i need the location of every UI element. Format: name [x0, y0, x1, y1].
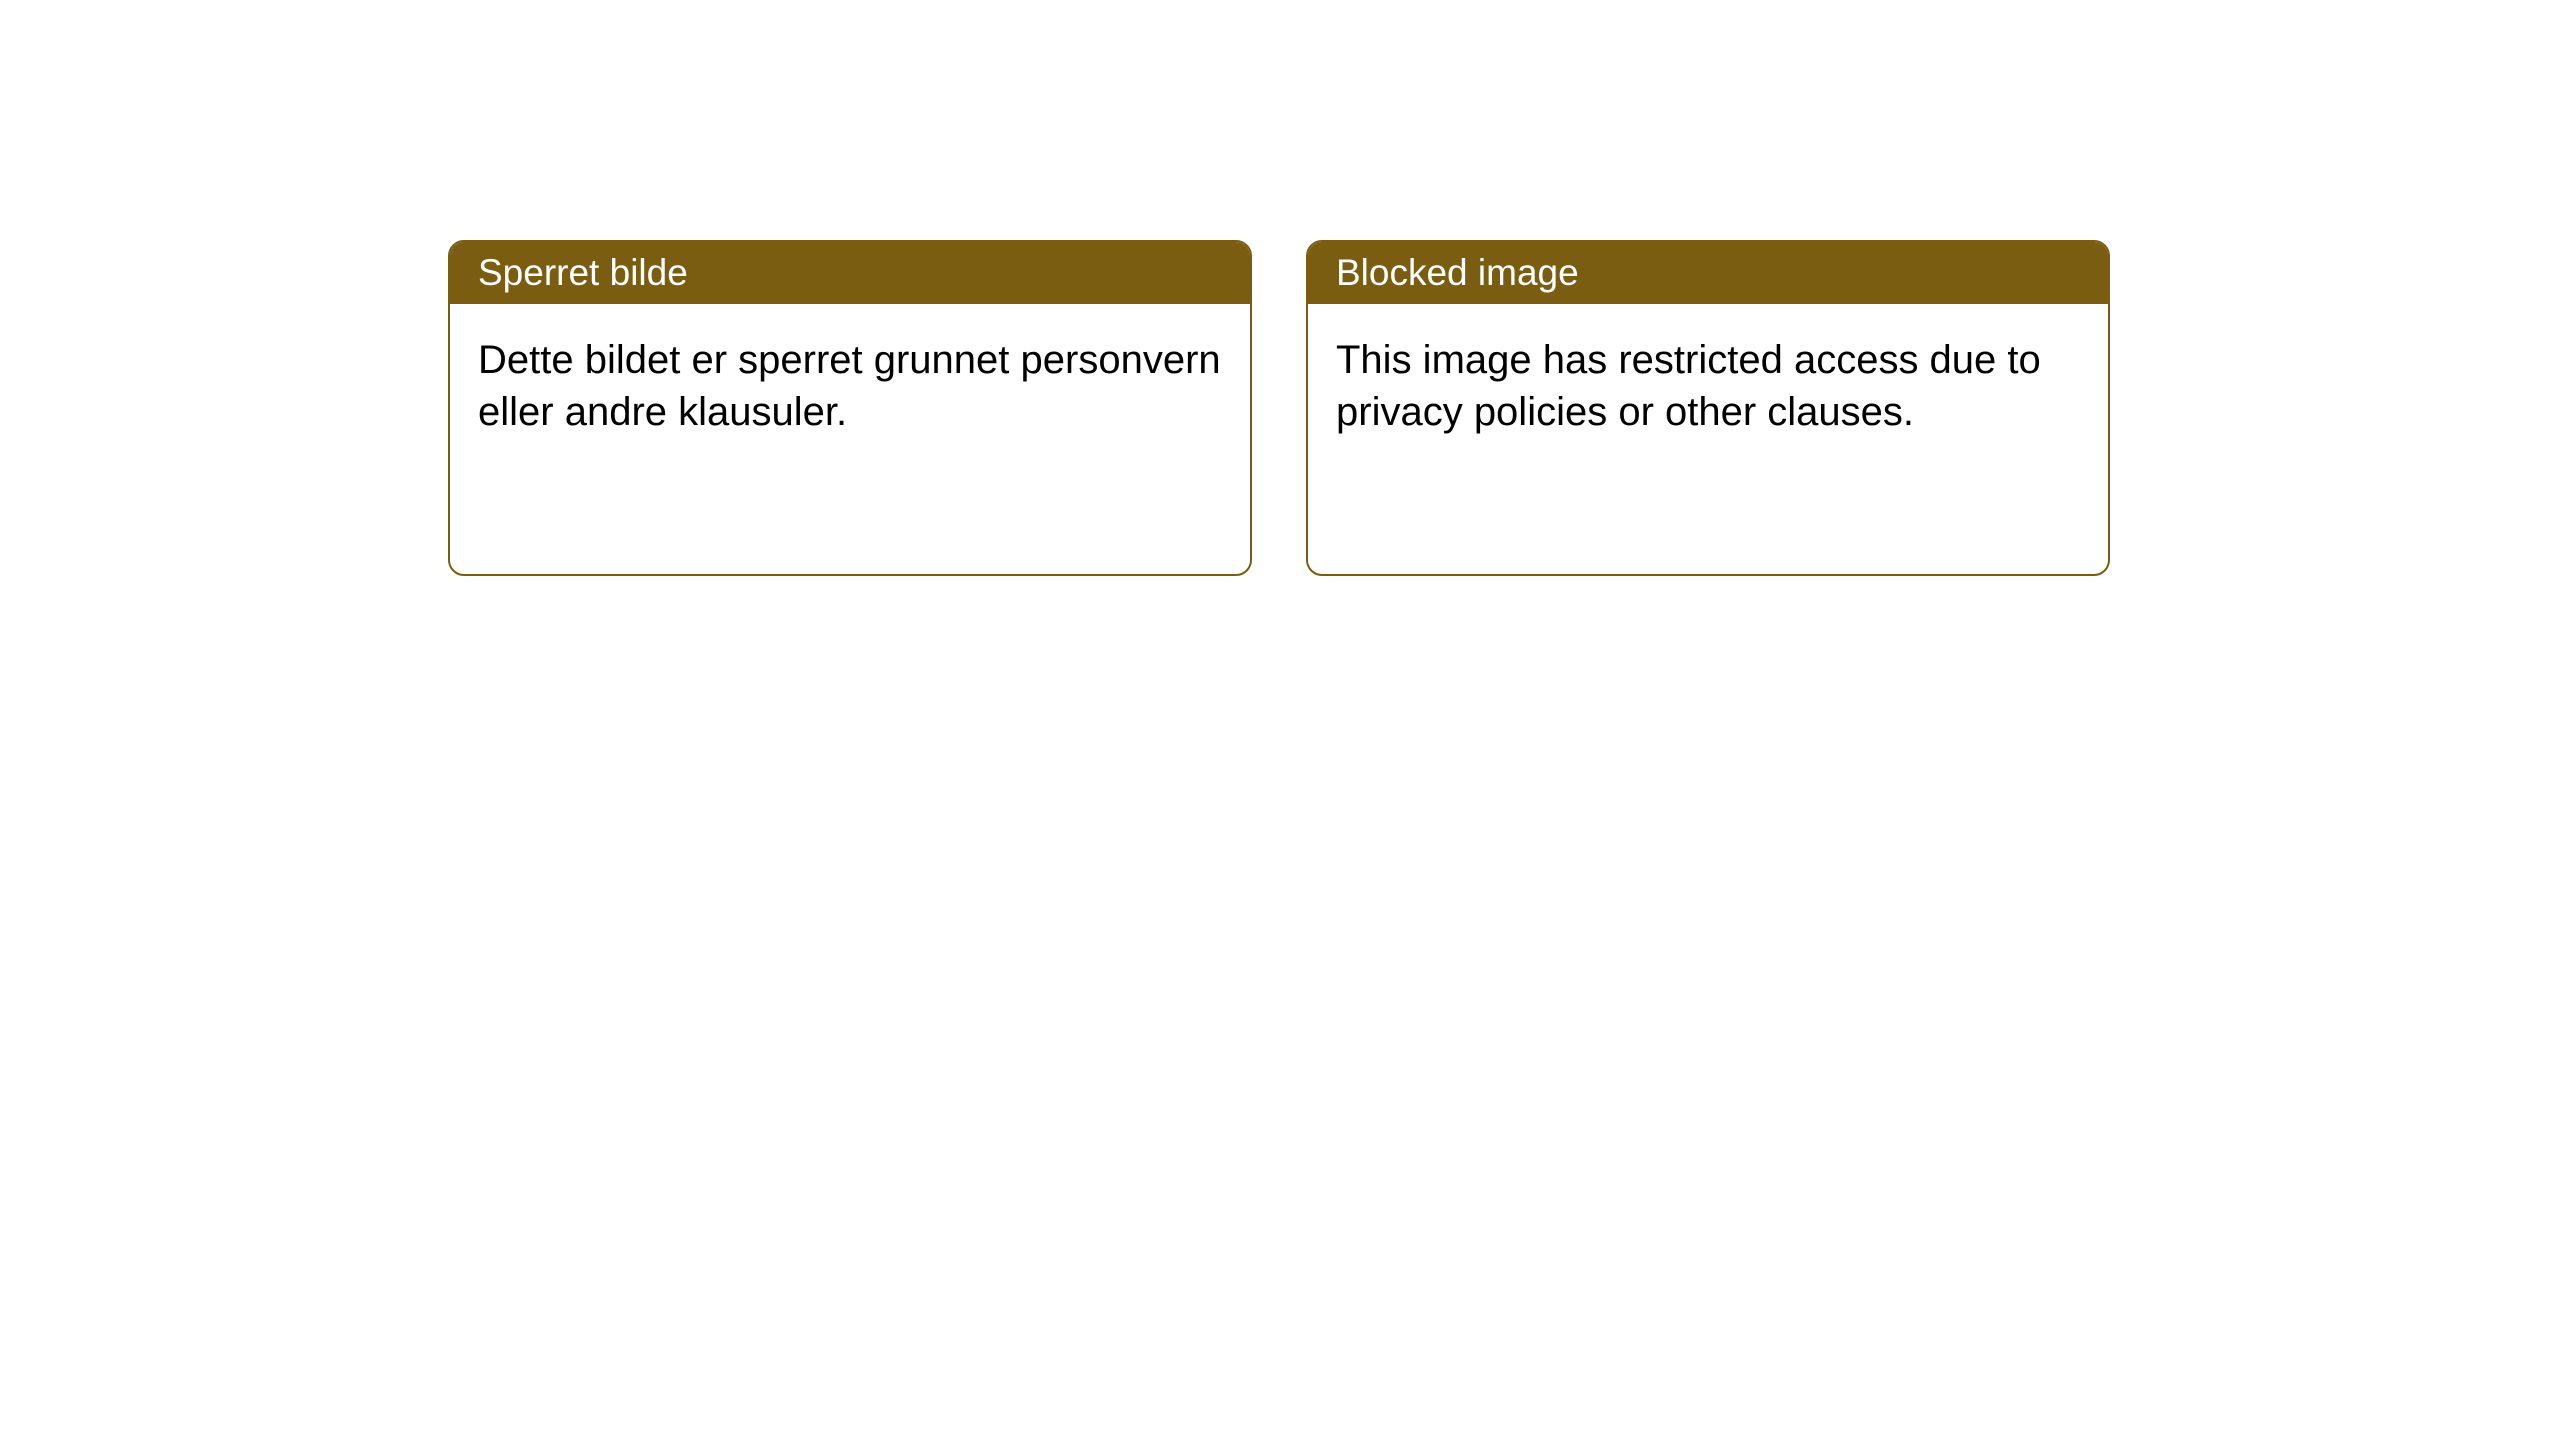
notice-card-english: Blocked image This image has restricted … — [1306, 240, 2110, 576]
notice-header: Blocked image — [1308, 242, 2108, 304]
notice-body: This image has restricted access due to … — [1308, 304, 2108, 574]
notice-header: Sperret bilde — [450, 242, 1250, 304]
notice-container: Sperret bilde Dette bildet er sperret gr… — [0, 0, 2560, 576]
notice-body: Dette bildet er sperret grunnet personve… — [450, 304, 1250, 574]
notice-card-norwegian: Sperret bilde Dette bildet er sperret gr… — [448, 240, 1252, 576]
